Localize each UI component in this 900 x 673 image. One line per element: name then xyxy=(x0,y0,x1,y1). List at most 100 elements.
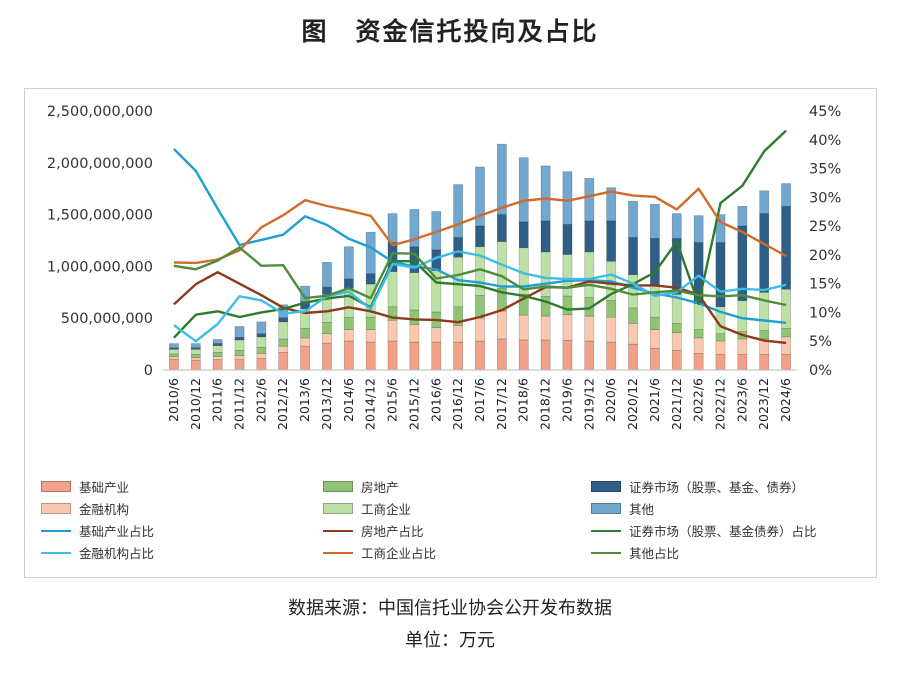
bar-segment xyxy=(693,337,704,354)
legend-swatch xyxy=(41,503,71,514)
chart-svg: 0 500,000,000 1,000,000,000 1,500,000,000 2,… xyxy=(47,104,841,430)
bar-segment xyxy=(781,336,791,355)
bar-segment xyxy=(562,254,573,297)
bar-segment xyxy=(278,317,289,323)
bar-segment xyxy=(518,314,529,341)
bar-segment xyxy=(671,332,682,351)
bar-segment xyxy=(715,333,726,342)
bar-segment xyxy=(409,324,420,343)
y-left-tick-label: 1,000,000,000 xyxy=(47,259,153,275)
legend-item: 房地产 xyxy=(323,477,399,496)
legend-label: 其他 xyxy=(629,502,655,517)
x-tick-label: 2010/12 xyxy=(188,378,203,430)
bar-segment xyxy=(606,220,617,262)
bar-segment xyxy=(322,261,332,288)
bar-segment xyxy=(278,321,289,340)
bar-segment xyxy=(256,333,267,338)
bar-segment xyxy=(343,329,354,342)
bar-segment xyxy=(365,341,376,371)
bar-segment xyxy=(628,237,638,275)
bar-segment xyxy=(584,220,595,253)
y-left-tick-label: 0 xyxy=(144,363,153,379)
y-right-tick-label: 5% xyxy=(809,334,832,350)
bar-segment xyxy=(453,256,464,308)
bar-segment xyxy=(169,356,179,360)
bar-segment xyxy=(475,166,485,227)
bar-segment xyxy=(737,338,748,355)
bar-segment xyxy=(475,225,485,248)
bar-segment xyxy=(562,224,573,255)
bar-segment xyxy=(365,329,376,343)
y-left-tick-label: 2,000,000,000 xyxy=(47,156,153,172)
legend-item: 证券市场（股票、基金、债券） xyxy=(591,477,804,496)
bar-segment xyxy=(759,292,770,331)
y-right-tick-label: 20% xyxy=(809,248,841,264)
y-left-tick-label: 500,000,000 xyxy=(61,311,153,327)
bar-segment xyxy=(759,190,770,214)
unit-label: 单位：万元 xyxy=(405,630,495,651)
bar-segment xyxy=(759,330,770,340)
legend-label: 房地产占比 xyxy=(361,524,424,539)
legend-item: 工商企业 xyxy=(323,499,411,518)
x-tick-label: 2016/6 xyxy=(428,378,443,422)
bar-segment xyxy=(234,355,245,360)
bar-segment xyxy=(409,209,420,248)
bar-segment xyxy=(781,288,791,329)
bar-segment xyxy=(606,300,617,318)
bar-segment xyxy=(628,323,638,345)
bar-segment xyxy=(715,242,726,308)
bar-segment xyxy=(212,339,223,344)
bar-segment xyxy=(278,352,289,371)
bar-segment xyxy=(693,329,704,339)
legend-swatch xyxy=(591,481,621,492)
bar-segment xyxy=(562,340,573,371)
bar-segment xyxy=(715,340,726,355)
bar-segment xyxy=(212,359,223,371)
bar-segment xyxy=(387,271,398,308)
bar-segment xyxy=(343,340,354,371)
bar-segment xyxy=(322,342,332,371)
bar-segment xyxy=(190,343,201,349)
bar-segment xyxy=(496,310,507,340)
bar-segment xyxy=(540,315,551,341)
series-line xyxy=(173,270,787,345)
bar-segment xyxy=(169,348,179,355)
legend-label: 证券市场（股票、基金、债券） xyxy=(629,480,805,495)
bar-segment xyxy=(234,326,245,338)
x-tick-label: 2019/12 xyxy=(581,378,596,430)
x-tick-label: 2021/12 xyxy=(669,378,684,430)
legend-swatch xyxy=(41,481,71,492)
bar-segment xyxy=(453,325,464,343)
legend-item: 房地产占比 xyxy=(323,521,424,540)
x-tick-label: 2024/6 xyxy=(778,378,793,422)
chart-legend: 基础产业 金融机构 基础产业占比 金融机构占比 房地产 工商企业 房地产占比 工商企业占比 证券… xyxy=(37,477,867,575)
bar-segment xyxy=(169,358,179,371)
bar-segment xyxy=(190,354,201,358)
legend-swatch xyxy=(323,481,353,492)
bar-segment xyxy=(562,314,573,341)
y-right-tick-label: 35% xyxy=(809,162,841,178)
bar-segment xyxy=(409,272,420,311)
bar-segment xyxy=(322,286,332,295)
bar-segment xyxy=(650,238,660,286)
bar-segment xyxy=(322,322,332,335)
bar-segment xyxy=(431,327,442,343)
bar-segment xyxy=(169,353,179,357)
bar-segment xyxy=(540,165,551,222)
bar-segment xyxy=(387,213,398,243)
x-tick-label: 2020/6 xyxy=(603,378,618,422)
bar-segment xyxy=(343,246,354,280)
bar-segment xyxy=(628,307,638,324)
legend-label: 证券市场（股票、基金债券）占比 xyxy=(629,524,817,539)
y-right-tick-label: 40% xyxy=(809,133,841,149)
y-right-tick-label: 30% xyxy=(809,190,841,206)
bar-segment xyxy=(234,339,245,351)
bar-segment xyxy=(584,251,595,298)
bar-segment xyxy=(584,315,595,342)
x-tick-label: 2012/12 xyxy=(275,378,290,430)
bar-segment xyxy=(759,354,770,371)
bar-segment xyxy=(496,143,507,215)
legend-label: 其他占比 xyxy=(629,546,680,561)
bar-segment xyxy=(365,316,376,330)
legend-swatch xyxy=(41,551,71,554)
